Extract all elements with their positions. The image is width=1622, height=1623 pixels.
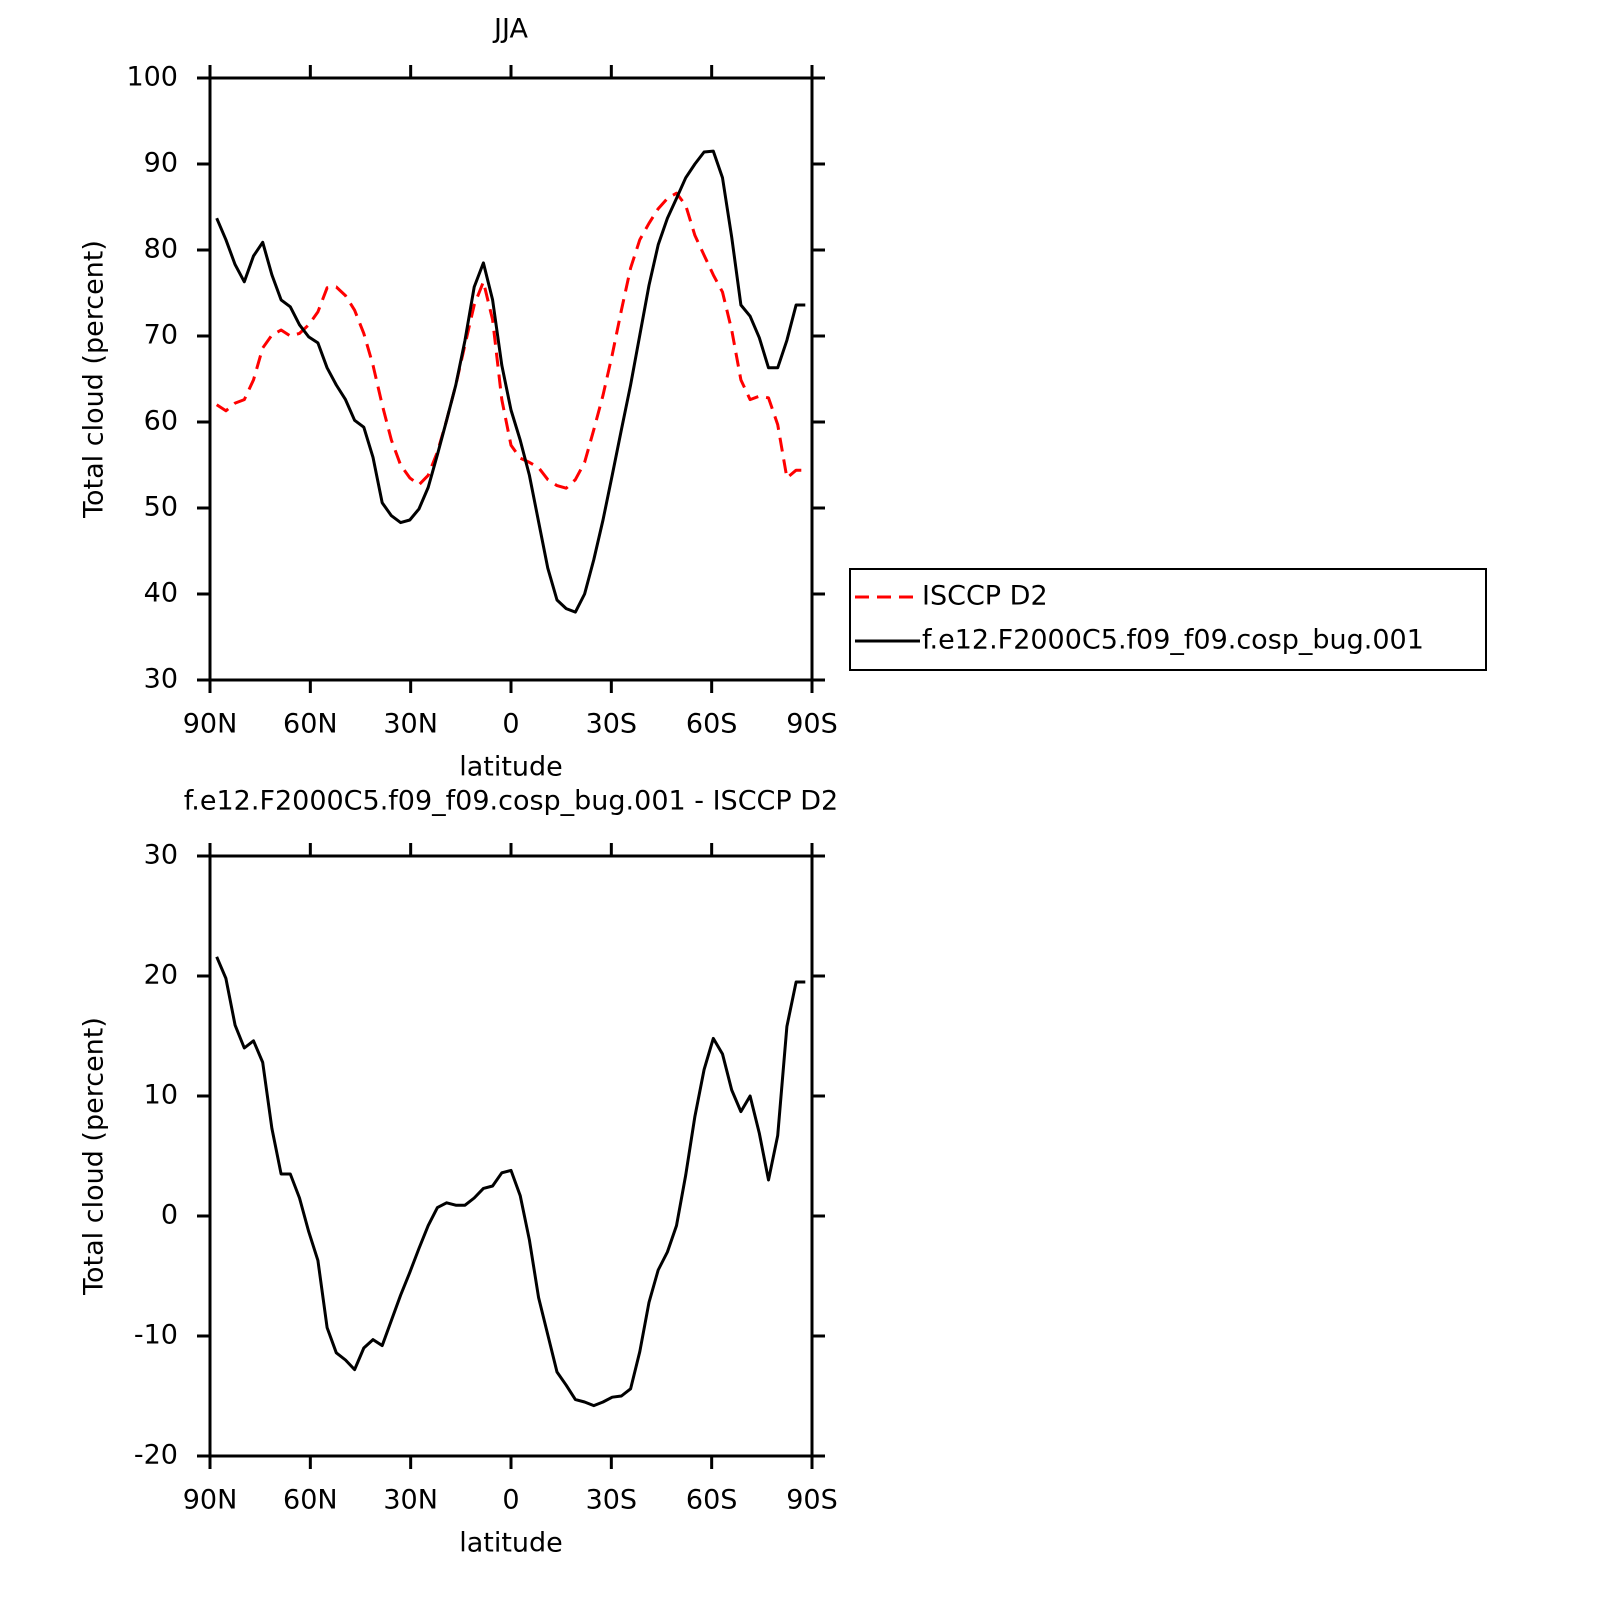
x-tick-label: 60N xyxy=(283,709,338,740)
y-tick-label: 30 xyxy=(144,664,178,695)
plot-frame xyxy=(208,76,814,682)
x-tick-label: 30S xyxy=(586,709,638,740)
x-axis-label: latitude xyxy=(459,1528,563,1559)
y-tick-label: 90 xyxy=(144,148,178,179)
data-line xyxy=(215,149,806,614)
x-tick-label: 60S xyxy=(686,709,738,740)
y-tick-label: 40 xyxy=(144,578,178,609)
y-tick-label: 70 xyxy=(144,320,178,351)
chart-title: JJA xyxy=(492,14,528,45)
y-tick-label: 50 xyxy=(144,492,178,523)
y-tick-label: 60 xyxy=(144,406,178,437)
x-tick-label: 0 xyxy=(502,1485,519,1516)
y-tick-label: -10 xyxy=(134,1320,178,1351)
x-tick-label: 30N xyxy=(383,1485,438,1516)
x-tick-label: 90S xyxy=(786,1485,838,1516)
y-tick-label: 100 xyxy=(126,62,178,93)
y-tick-label: 80 xyxy=(144,234,178,265)
x-tick-label: 30S xyxy=(586,1485,638,1516)
y-tick-label: 30 xyxy=(144,840,178,871)
x-tick-label: 90N xyxy=(183,709,238,740)
x-axis-label: latitude xyxy=(459,752,563,783)
legend-box xyxy=(849,568,1487,671)
legend: ISCCP D2 f.e12.F2000C5.f09_f09.cosp_bug.0… xyxy=(849,568,1487,671)
x-tick-label: 90N xyxy=(183,1485,238,1516)
y-tick-label: -20 xyxy=(134,1440,178,1471)
data-line xyxy=(215,191,806,490)
x-tick-label: 30N xyxy=(383,709,438,740)
y-tick-label: 0 xyxy=(161,1200,178,1231)
x-tick-label: 60N xyxy=(283,1485,338,1516)
legend-label: ISCCP D2 xyxy=(922,581,1048,612)
chart-title: f.e12.F2000C5.f09_f09.cosp_bug.001 - ISC… xyxy=(184,786,838,817)
x-tick-label: 90S xyxy=(786,709,838,740)
x-tick-label: 60S xyxy=(686,1485,738,1516)
y-axis-label: Total cloud (percent) xyxy=(79,240,110,519)
plot-frame xyxy=(208,854,814,1458)
x-tick-label: 0 xyxy=(502,709,519,740)
legend-label: f.e12.F2000C5.f09_f09.cosp_bug.001 xyxy=(922,625,1424,656)
y-axis-label: Total cloud (percent) xyxy=(79,1017,110,1296)
y-tick-label: 20 xyxy=(144,960,178,991)
data-line xyxy=(215,956,806,1408)
y-tick-label: 10 xyxy=(144,1080,178,1111)
